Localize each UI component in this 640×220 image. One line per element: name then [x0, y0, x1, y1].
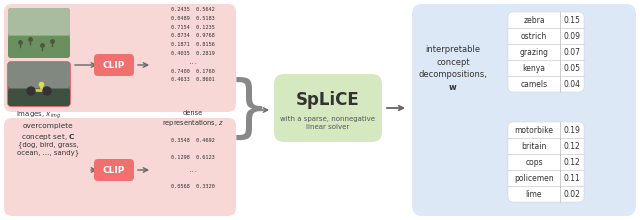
- Text: kenya: kenya: [522, 64, 545, 73]
- Text: images, $x_{img}$: images, $x_{img}$: [17, 109, 61, 121]
- Text: grazing: grazing: [520, 48, 548, 57]
- FancyBboxPatch shape: [4, 4, 236, 112]
- Text: dense
representations, $z$: dense representations, $z$: [162, 110, 224, 128]
- Text: CLIP: CLIP: [103, 61, 125, 70]
- Text: 0.0489  0.5183: 0.0489 0.5183: [171, 16, 215, 21]
- Text: 0.12: 0.12: [564, 158, 580, 167]
- FancyBboxPatch shape: [94, 54, 134, 76]
- Text: ostrich: ostrich: [521, 31, 547, 40]
- Circle shape: [43, 87, 51, 95]
- Text: {dog, bird, grass,: {dog, bird, grass,: [17, 141, 79, 148]
- FancyBboxPatch shape: [412, 4, 636, 216]
- Circle shape: [27, 87, 35, 95]
- Text: 0.02: 0.02: [564, 189, 580, 198]
- Text: 0.4035  0.2819: 0.4035 0.2819: [171, 51, 215, 56]
- Text: motorbike: motorbike: [515, 125, 554, 134]
- Text: 0.05: 0.05: [563, 64, 580, 73]
- Text: policemen: policemen: [514, 174, 554, 183]
- Text: 0.1298  0.6123: 0.1298 0.6123: [171, 155, 215, 160]
- Text: ...: ...: [188, 60, 198, 65]
- FancyBboxPatch shape: [8, 35, 70, 58]
- Text: $\}$: $\}$: [227, 77, 263, 143]
- Text: concept set, $\mathbf{C}$: concept set, $\mathbf{C}$: [20, 132, 76, 142]
- Text: cops: cops: [525, 158, 543, 167]
- Text: 0.8734  0.9768: 0.8734 0.9768: [171, 33, 215, 38]
- FancyBboxPatch shape: [8, 8, 70, 58]
- Text: 0.1871  0.8156: 0.1871 0.8156: [171, 42, 215, 47]
- Text: 0.7154  0.1235: 0.7154 0.1235: [171, 25, 215, 30]
- FancyBboxPatch shape: [8, 62, 70, 106]
- Text: lime: lime: [525, 189, 542, 198]
- Text: camels: camels: [520, 79, 548, 88]
- Text: interpretable
concept
decompositions,
$\mathbf{w}$: interpretable concept decompositions, $\…: [419, 45, 488, 92]
- FancyBboxPatch shape: [508, 12, 584, 92]
- Text: 0.15: 0.15: [564, 15, 580, 24]
- Text: 0.12: 0.12: [564, 141, 580, 150]
- FancyBboxPatch shape: [508, 122, 584, 202]
- Text: 0.4633  0.8601: 0.4633 0.8601: [171, 77, 215, 82]
- Text: 0.11: 0.11: [564, 174, 580, 183]
- Text: ocean, ..., sandy}: ocean, ..., sandy}: [17, 149, 79, 156]
- FancyBboxPatch shape: [8, 88, 70, 106]
- FancyBboxPatch shape: [8, 62, 70, 88]
- FancyBboxPatch shape: [94, 159, 134, 181]
- FancyBboxPatch shape: [274, 74, 382, 142]
- Text: ...: ...: [188, 168, 198, 173]
- FancyBboxPatch shape: [8, 8, 70, 35]
- Text: 0.2435  0.5642: 0.2435 0.5642: [171, 7, 215, 12]
- Text: britain: britain: [522, 141, 547, 150]
- FancyBboxPatch shape: [4, 118, 236, 216]
- Text: SpLiCE: SpLiCE: [296, 91, 360, 109]
- Text: CLIP: CLIP: [103, 165, 125, 174]
- Text: 0.09: 0.09: [563, 31, 580, 40]
- Text: with a sparse, nonnegative
linear solver: with a sparse, nonnegative linear solver: [280, 116, 376, 130]
- Text: overcomplete: overcomplete: [22, 123, 74, 129]
- Text: 0.7400  0.1760: 0.7400 0.1760: [171, 69, 215, 74]
- Text: 0.19: 0.19: [564, 125, 580, 134]
- Text: 0.0568  0.3320: 0.0568 0.3320: [171, 184, 215, 189]
- Text: 0.07: 0.07: [563, 48, 580, 57]
- Text: 0.04: 0.04: [563, 79, 580, 88]
- Text: 0.3548  0.4692: 0.3548 0.4692: [171, 138, 215, 143]
- Text: zebra: zebra: [523, 15, 545, 24]
